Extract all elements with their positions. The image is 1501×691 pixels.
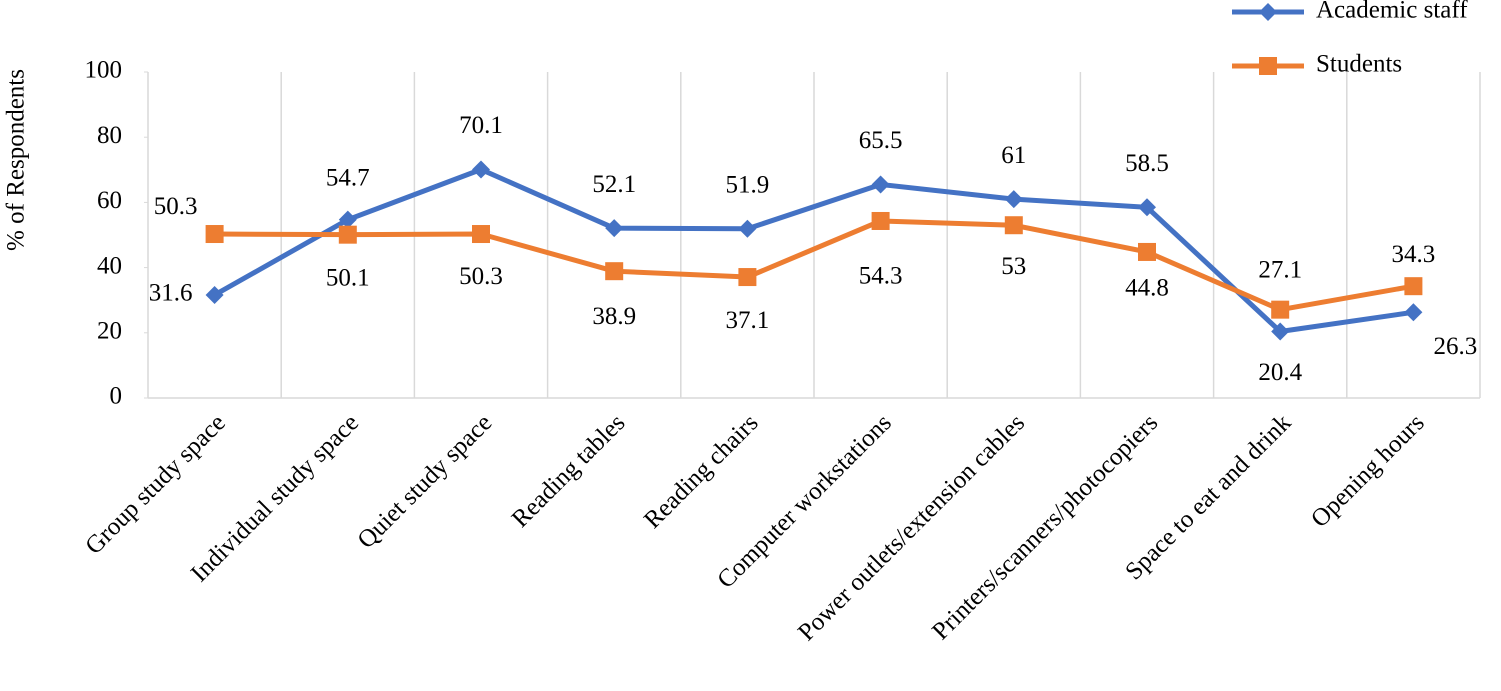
data-label: 54.3 bbox=[859, 263, 903, 290]
marker bbox=[738, 219, 757, 238]
data-label: 65.5 bbox=[859, 127, 903, 154]
y-tick-label: 20 bbox=[97, 318, 122, 345]
data-label: 54.7 bbox=[326, 164, 370, 191]
data-label: 26.3 bbox=[1434, 333, 1478, 360]
marker bbox=[1004, 216, 1023, 235]
x-tick-label: Power outlets/extension cables bbox=[793, 409, 1030, 646]
data-label: 37.1 bbox=[726, 307, 770, 334]
data-label: 44.8 bbox=[1125, 275, 1169, 302]
marker bbox=[1271, 322, 1290, 341]
x-tick-label: Reading tables bbox=[507, 409, 631, 533]
y-tick-label: 60 bbox=[97, 187, 122, 214]
y-tick-label: 40 bbox=[97, 252, 122, 279]
y-tick-label: 80 bbox=[97, 122, 122, 149]
marker bbox=[472, 225, 490, 244]
series-line bbox=[214, 218, 1414, 313]
marker bbox=[1259, 57, 1277, 75]
marker bbox=[1404, 303, 1423, 322]
data-label: 34.3 bbox=[1392, 241, 1436, 268]
series-line bbox=[213, 166, 1414, 334]
marker bbox=[1004, 190, 1023, 209]
marker bbox=[605, 262, 624, 281]
y-tick-label: 0 bbox=[110, 383, 123, 410]
x-tick-label: Group study space bbox=[80, 409, 231, 560]
x-tick-label: Printers/scanners/photocopiers bbox=[927, 409, 1163, 645]
marker bbox=[338, 210, 357, 229]
data-label: 50.3 bbox=[154, 193, 198, 220]
legend-label: Academic staff bbox=[1316, 0, 1468, 24]
data-label: 51.9 bbox=[726, 172, 770, 199]
data-label: 20.4 bbox=[1258, 359, 1302, 386]
marker bbox=[871, 175, 890, 194]
x-tick-label: Quiet study space bbox=[353, 409, 498, 554]
marker bbox=[472, 160, 490, 179]
data-label: 50.1 bbox=[326, 264, 370, 291]
data-label: 58.5 bbox=[1125, 150, 1169, 177]
marker bbox=[1271, 300, 1290, 319]
marker bbox=[738, 268, 757, 287]
data-label: 50.3 bbox=[459, 263, 503, 290]
x-tick-label: Opening hours bbox=[1306, 409, 1430, 533]
legend-label: Students bbox=[1316, 51, 1402, 78]
data-label: 53 bbox=[1001, 253, 1026, 280]
data-label: 61 bbox=[1001, 142, 1026, 169]
data-label: 52.1 bbox=[592, 171, 636, 198]
marker bbox=[338, 225, 357, 244]
marker bbox=[605, 219, 624, 238]
y-axis-label: % of Respondents bbox=[3, 69, 30, 251]
marker bbox=[205, 285, 224, 304]
marker bbox=[1138, 242, 1156, 261]
data-label: 38.9 bbox=[592, 303, 636, 330]
y-tick-label: 100 bbox=[85, 57, 123, 84]
data-label: 70.1 bbox=[459, 112, 503, 139]
marker bbox=[1138, 198, 1156, 217]
data-label: 31.6 bbox=[149, 280, 193, 307]
marker bbox=[871, 211, 890, 230]
x-tick-label: Reading chairs bbox=[639, 409, 764, 534]
marker bbox=[1259, 3, 1277, 21]
data-label: 27.1 bbox=[1258, 256, 1302, 283]
marker bbox=[205, 225, 224, 244]
marker bbox=[1404, 277, 1423, 296]
